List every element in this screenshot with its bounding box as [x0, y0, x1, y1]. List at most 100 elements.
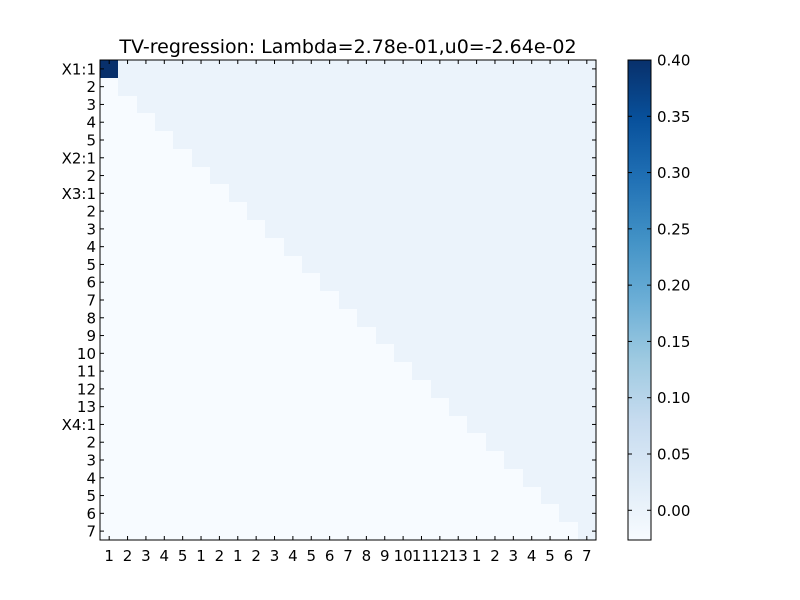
heatmap-cell	[486, 487, 504, 504]
heatmap-cell	[339, 433, 357, 451]
heatmap-cell	[229, 469, 247, 487]
heatmap-cell	[431, 167, 449, 184]
colorbar-frame	[627, 59, 652, 541]
heatmap-cell	[284, 167, 302, 184]
x-tick-label: 7	[582, 547, 592, 565]
heatmap-cell	[431, 522, 449, 540]
heatmap-cell	[302, 504, 320, 522]
heatmap-cell	[339, 522, 357, 540]
heatmap-cell	[376, 96, 394, 113]
heatmap-cell	[155, 291, 173, 309]
heatmap-cell	[449, 167, 467, 184]
heatmap-cell	[247, 184, 265, 202]
heatmap-cell	[559, 131, 578, 149]
heatmap-cell	[137, 362, 155, 380]
heatmap-cell	[431, 256, 449, 273]
heatmap-cell	[265, 487, 284, 504]
x-tick-label: 1	[233, 547, 243, 565]
heatmap-cell	[229, 202, 247, 220]
heatmap-cell	[541, 60, 559, 78]
heatmap-cell	[339, 398, 357, 416]
heatmap-cell	[394, 433, 412, 451]
heatmap-cell	[137, 167, 155, 184]
heatmap-cell	[394, 469, 412, 487]
heatmap-cell	[559, 451, 578, 469]
heatmap-cell	[173, 167, 192, 184]
heatmap-cell	[210, 504, 229, 522]
heatmap-cell	[265, 398, 284, 416]
heatmap-cell	[449, 451, 467, 469]
heatmap-cell	[118, 238, 137, 256]
heatmap-cell	[541, 113, 559, 131]
heatmap-cell	[467, 96, 486, 113]
heatmap-cell	[173, 416, 192, 433]
heatmap-cell	[247, 78, 265, 96]
heatmap-cell	[504, 380, 523, 398]
x-tick-label: 7	[343, 547, 353, 565]
heatmap-cell	[265, 149, 284, 167]
heatmap-cell	[376, 504, 394, 522]
heatmap-cell	[210, 398, 229, 416]
heatmap-cell	[394, 113, 412, 131]
heatmap-cell	[155, 398, 173, 416]
heatmap-cell	[449, 131, 467, 149]
y-tick-label: 3	[86, 452, 96, 470]
heatmap-cell	[320, 202, 339, 220]
y-tick-label: X4:1	[62, 416, 96, 434]
colorbar-tick-label: 0.35	[657, 108, 690, 126]
heatmap-cell	[559, 167, 578, 184]
y-tick-label: 2	[86, 78, 96, 96]
heatmap-cell	[559, 469, 578, 487]
heatmap-cell	[578, 96, 596, 113]
heatmap-cell	[578, 256, 596, 273]
heatmap-cell	[192, 416, 210, 433]
heatmap-cell	[302, 469, 320, 487]
heatmap-cell	[118, 220, 137, 238]
heatmap-cell	[357, 256, 376, 273]
heatmap-cell	[320, 184, 339, 202]
heatmap-cell	[284, 416, 302, 433]
heatmap-cell	[431, 327, 449, 344]
heatmap-cell	[100, 504, 118, 522]
heatmap-cell	[431, 451, 449, 469]
heatmap-cell	[192, 433, 210, 451]
heatmap-cell	[578, 220, 596, 238]
heatmap-cell	[449, 522, 467, 540]
heatmap-cell	[449, 220, 467, 238]
heatmap-cell	[412, 167, 431, 184]
heatmap-cell	[229, 220, 247, 238]
heatmap-cell	[467, 131, 486, 149]
heatmap-cell	[412, 451, 431, 469]
heatmap-cell	[192, 220, 210, 238]
heatmap-cell	[320, 291, 339, 309]
heatmap-cell	[302, 60, 320, 78]
heatmap-cell	[449, 256, 467, 273]
heatmap-cell	[155, 327, 173, 344]
colorbar-tick-label: 0.15	[657, 333, 690, 351]
x-tick-label: 3	[141, 547, 151, 565]
heatmap-cell	[449, 273, 467, 291]
heatmap-cell	[467, 398, 486, 416]
heatmap-cell	[467, 309, 486, 327]
heatmap-cell	[504, 362, 523, 380]
heatmap-cell	[449, 60, 467, 78]
heatmap-cell	[578, 469, 596, 487]
heatmap-cell	[523, 398, 541, 416]
y-tick-label: X3:1	[62, 185, 96, 203]
heatmap-cell	[394, 451, 412, 469]
heatmap-cell	[431, 344, 449, 362]
heatmap-cell	[100, 469, 118, 487]
heatmap-cell	[229, 149, 247, 167]
heatmap-cell	[137, 220, 155, 238]
y-tick-label: 3	[86, 220, 96, 238]
heatmap-cell	[523, 291, 541, 309]
heatmap-cell	[376, 469, 394, 487]
heatmap-cell	[578, 362, 596, 380]
heatmap-cell	[302, 131, 320, 149]
heatmap-cell	[320, 220, 339, 238]
heatmap-cell	[302, 451, 320, 469]
heatmap-cell	[523, 256, 541, 273]
heatmap-cell	[192, 238, 210, 256]
heatmap-cell	[265, 344, 284, 362]
heatmap-cell	[449, 398, 467, 416]
